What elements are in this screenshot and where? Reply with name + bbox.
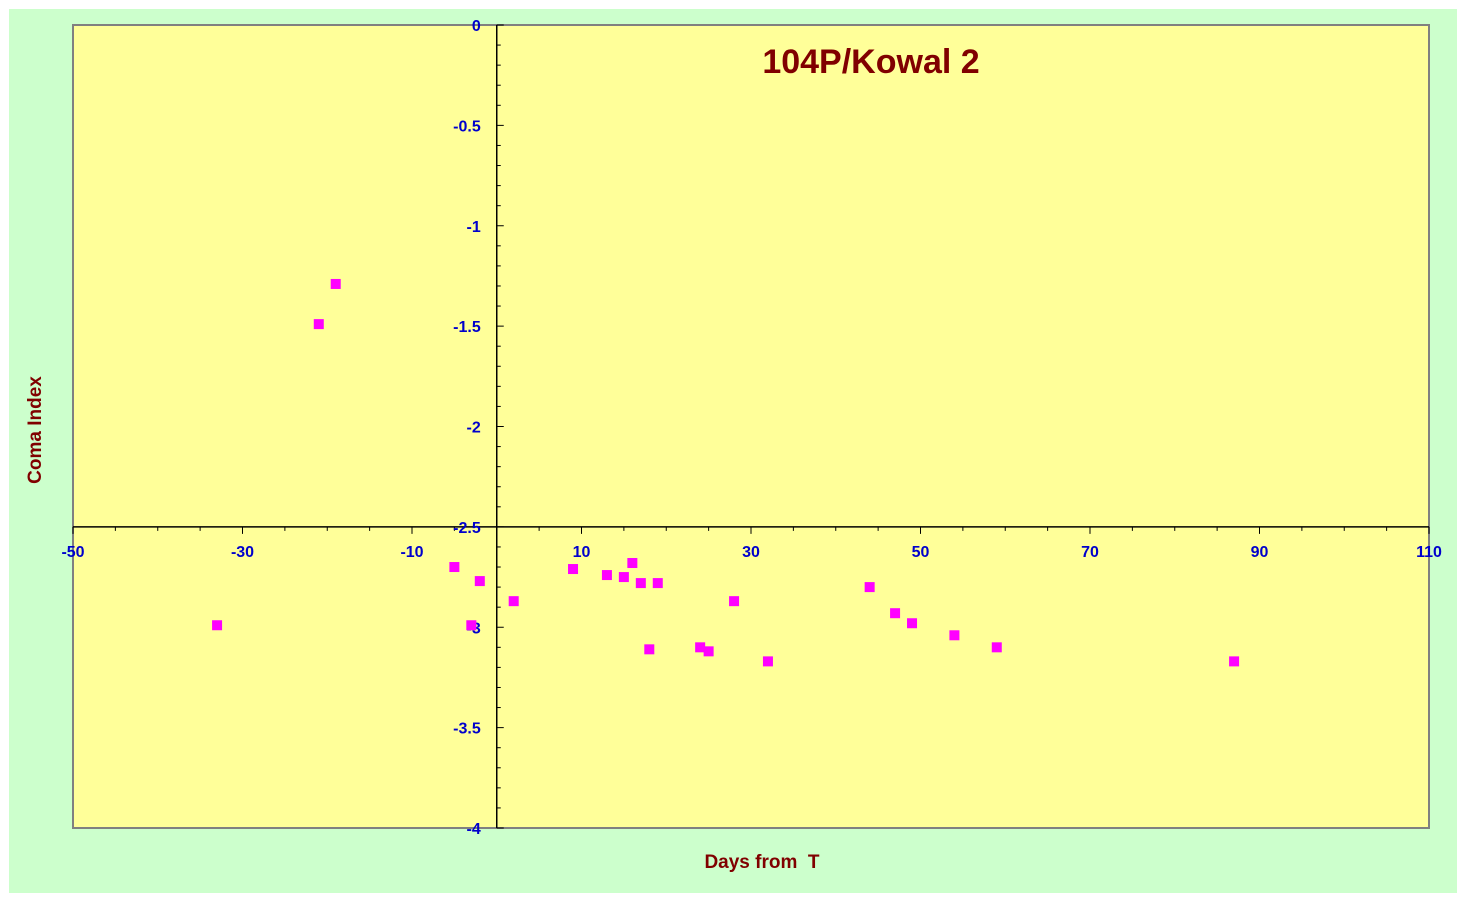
data-point xyxy=(703,646,714,657)
data-point xyxy=(635,578,646,589)
x-tick-label: -30 xyxy=(231,544,254,561)
data-point xyxy=(695,642,706,653)
y-tick-label: -2 xyxy=(467,420,481,437)
plot-area xyxy=(72,24,1430,829)
data-point xyxy=(449,562,460,573)
data-points xyxy=(212,278,1240,667)
x-tick-label: -10 xyxy=(400,544,423,561)
data-point xyxy=(627,558,638,569)
data-point xyxy=(330,278,341,289)
data-point xyxy=(729,596,740,607)
data-point xyxy=(1229,656,1240,667)
x-tick-label: 70 xyxy=(1081,544,1099,561)
x-axis-tick-labels: -50 -30 -10 10 30 50 70 90 110 xyxy=(61,544,1442,561)
data-point xyxy=(907,618,918,629)
data-point xyxy=(601,570,612,581)
y-tick-label: -0.5 xyxy=(453,118,481,135)
data-point xyxy=(474,576,485,587)
y-tick-label: -1.5 xyxy=(453,319,481,336)
x-tick-label: 50 xyxy=(912,544,930,561)
data-point xyxy=(212,620,223,631)
data-point xyxy=(864,582,875,593)
data-point xyxy=(313,319,324,330)
y-tick-label: -3.5 xyxy=(453,721,481,738)
y-tick-label: -1 xyxy=(467,219,481,236)
y-axis-title: Coma Index xyxy=(25,376,46,484)
y-tick-label: -4 xyxy=(467,821,481,838)
data-point xyxy=(949,630,960,641)
data-point xyxy=(466,620,477,631)
data-point xyxy=(762,656,773,667)
data-point xyxy=(890,608,901,619)
data-point xyxy=(652,578,663,589)
data-point xyxy=(568,564,579,575)
data-point xyxy=(618,572,629,583)
data-point xyxy=(508,596,519,607)
x-axis-title: Days from T xyxy=(704,852,819,873)
x-tick-label: 110 xyxy=(1416,544,1442,561)
x-tick-label: -50 xyxy=(61,544,84,561)
y-tick-label: 0 xyxy=(472,18,481,35)
x-tick-label: 30 xyxy=(742,544,760,561)
x-tick-label: 90 xyxy=(1251,544,1269,561)
data-point xyxy=(644,644,655,655)
x-tick-label: 10 xyxy=(573,544,591,561)
axes xyxy=(72,24,1430,829)
data-point xyxy=(991,642,1002,653)
chart-title: 104P/Kowal 2 xyxy=(762,43,979,81)
y-tick-label: -2.5 xyxy=(453,520,481,537)
